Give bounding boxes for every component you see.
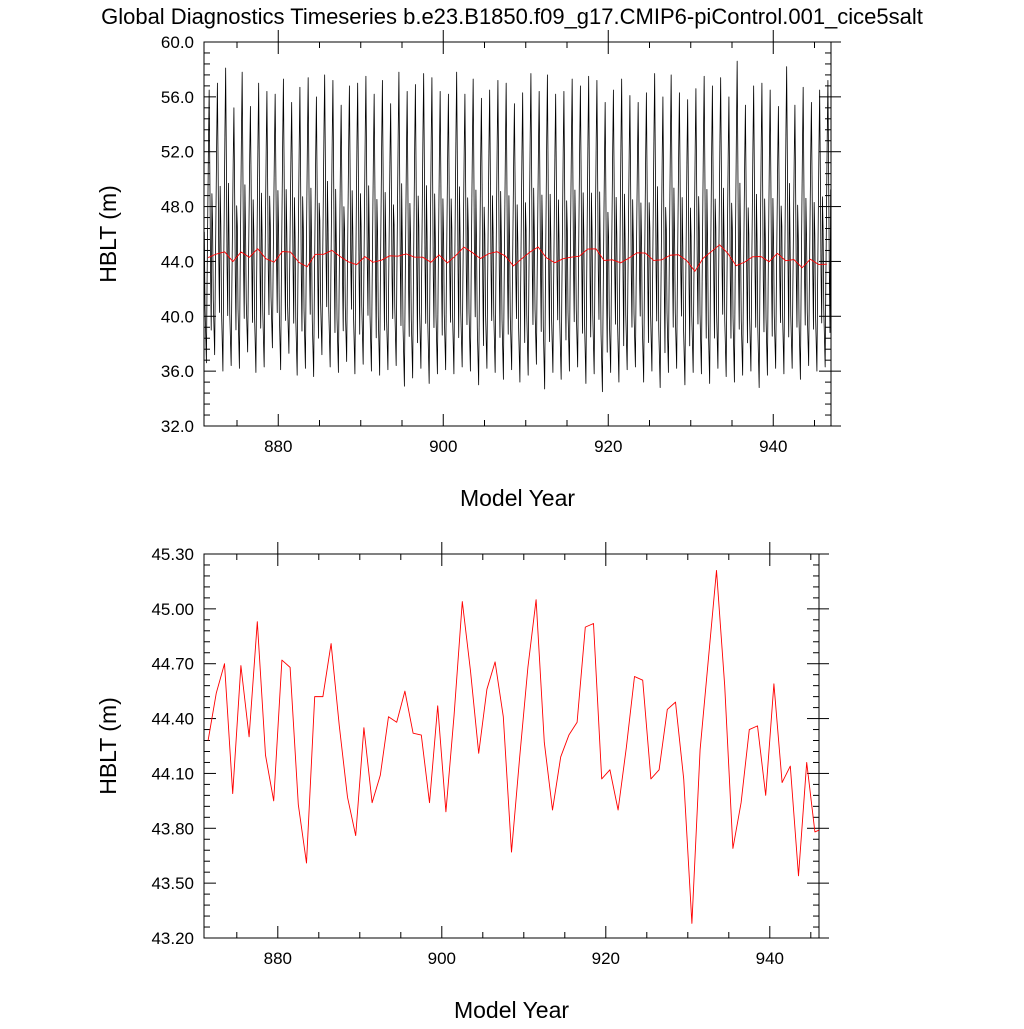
- x-tick-label: 900: [428, 949, 456, 968]
- x-tick-label: 920: [594, 437, 622, 456]
- bottom-panel: 880 900 920 940 43.20 43.50 43.80 44.10 44.40 44.…: [95, 542, 829, 1023]
- y-tick-label: 48.0: [161, 198, 194, 217]
- x-tick-label: 940: [759, 437, 787, 456]
- x-tick-label: 880: [264, 437, 292, 456]
- y-tick-label: 44.0: [161, 252, 194, 271]
- y-tick-label: 56.0: [161, 88, 194, 107]
- annual-series-line: [207, 570, 819, 924]
- y-tick-label: 43.80: [151, 819, 194, 838]
- y-tick-label: 44.70: [151, 655, 194, 674]
- y-tick-label: 45.00: [151, 600, 194, 619]
- y-tick-label: 52.0: [161, 143, 194, 162]
- x-tick-label: 940: [756, 949, 784, 968]
- y-tick-label: 45.30: [151, 545, 194, 564]
- top-panel: 880 900 920 940 32.0 36.0 40.0 44.0 48.0 52.0 56.0…: [95, 30, 841, 511]
- x-tick-label: 880: [264, 949, 292, 968]
- y-tick-label: 40.0: [161, 307, 194, 326]
- y-tick-label: 43.20: [151, 929, 194, 948]
- plot-frame: [203, 553, 820, 939]
- y-tick-label: 43.50: [151, 874, 194, 893]
- x-axis-title: Model Year: [454, 997, 569, 1023]
- x-axis-title: Model Year: [460, 485, 575, 511]
- y-tick-label: 36.0: [161, 362, 194, 381]
- y-axis-title: HBLT (m): [95, 697, 121, 795]
- y-tick-label: 44.40: [151, 710, 194, 729]
- y-axis-title: HBLT (m): [95, 185, 121, 283]
- y-tick-label: 44.10: [151, 764, 194, 783]
- y-tick-label: 32.0: [161, 417, 194, 436]
- annual-series-line: [207, 244, 827, 272]
- chart-title: Global Diagnostics Timeseries b.e23.B185…: [101, 4, 923, 29]
- x-tick-label: 900: [429, 437, 457, 456]
- monthly-series-line: [204, 60, 831, 393]
- y-tick-label: 60.0: [161, 33, 194, 52]
- x-tick-label: 920: [592, 949, 620, 968]
